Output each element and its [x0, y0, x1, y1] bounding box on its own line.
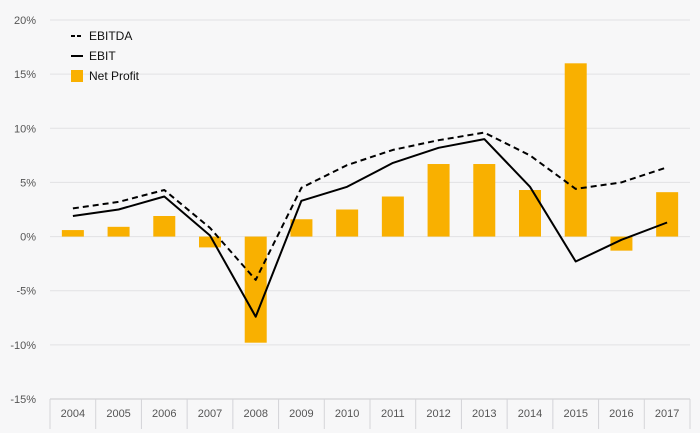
y-tick-label: 5% [20, 177, 36, 189]
x-axis: 2004 2005 2006 2007 2008 2009 2010 2011 2012 2013… [49, 398, 691, 429]
y-axis: -15% -10% -5% 0% 5% 10% 15% 20% [10, 15, 36, 406]
net-profit-bar [473, 164, 496, 237]
net-profit-bar [61, 230, 84, 237]
x-tick-label: 2016 [609, 408, 633, 420]
net-profit-bar [656, 192, 679, 237]
net-profit-bar [564, 63, 587, 237]
y-tick-label: 20% [14, 15, 36, 27]
net-profit-bar [107, 226, 130, 237]
x-tick-label: 2009 [289, 408, 313, 420]
net-profit-bar [199, 236, 221, 248]
net-profit-bar [336, 209, 359, 237]
net-profit-bar [427, 164, 450, 237]
legend-net-profit-swatch [71, 70, 83, 82]
ebitda-line [72, 131, 668, 281]
net-profit-bar [519, 190, 541, 237]
legend-net-profit-label: Net Profit [89, 69, 140, 83]
x-tick-label: 2012 [426, 408, 450, 420]
net-profit-bar [381, 196, 404, 237]
x-tick-label: 2011 [381, 408, 405, 420]
ebit-line [72, 138, 668, 318]
legend: EBITDA EBIT Net Profit [71, 29, 140, 83]
y-tick-label: -5% [16, 286, 36, 298]
x-tick-label: 2006 [152, 408, 176, 420]
x-tick-label: 2013 [472, 408, 496, 420]
y-tick-label: 10% [14, 123, 36, 135]
x-tick-label: 2005 [106, 408, 130, 420]
x-tick-label: 2008 [243, 408, 267, 420]
x-tick-label: 2007 [198, 408, 222, 420]
y-tick-label: -15% [10, 394, 36, 406]
x-tick-label: 2015 [563, 408, 587, 420]
net-profit-bar [290, 219, 313, 237]
x-tick-label: 2014 [518, 408, 542, 420]
line-series [72, 131, 668, 318]
gridlines [50, 19, 690, 346]
net-profit-bars [61, 63, 679, 343]
net-profit-bar [153, 215, 176, 237]
x-tick-label: 2004 [61, 408, 85, 420]
legend-ebitda-label: EBITDA [89, 29, 132, 43]
y-tick-label: -10% [10, 340, 36, 352]
y-tick-label: 0% [20, 232, 36, 244]
net-profit-bar [610, 236, 633, 251]
x-tick-label: 2017 [655, 408, 679, 420]
net-profit-bar [244, 236, 267, 343]
legend-ebit-label: EBIT [89, 49, 116, 63]
y-tick-label: 15% [14, 69, 36, 81]
x-tick-label: 2010 [335, 408, 359, 420]
